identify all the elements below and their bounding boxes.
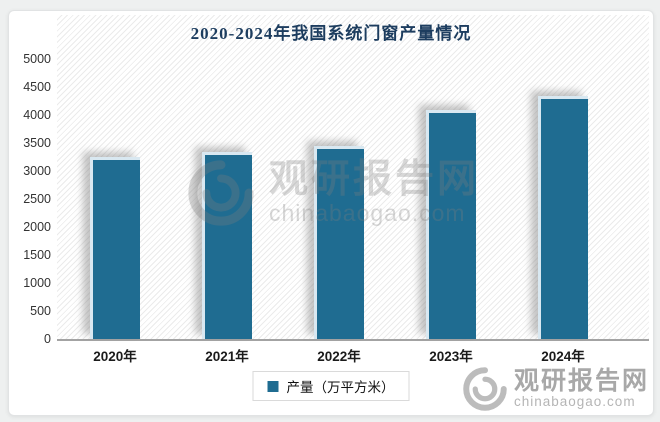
y-axis-tick-label: 2000 <box>23 220 51 234</box>
watermark-corner: 观研报告网 chinabaogao.com <box>461 365 649 413</box>
watermark-name: 观研报告网 <box>513 366 649 395</box>
y-axis-tick-label: 1000 <box>23 276 51 290</box>
bar-2024年 <box>538 96 588 339</box>
watermark-domain: chinabaogao.com <box>513 394 636 410</box>
chart-title: 2020-2024年我国系统门窗产量情况 <box>190 24 472 43</box>
y-axis-tick-label: 5000 <box>23 52 51 66</box>
chart-card: 2020-2024年我国系统门窗产量情况 产量（万平方米） 观研报告网 chin… <box>8 10 654 416</box>
legend-label: 产量（万平方米） <box>286 380 395 395</box>
y-axis-tick-label: 500 <box>30 304 51 318</box>
bar-2023年 <box>426 110 476 339</box>
bar-2021年 <box>202 152 252 339</box>
y-axis-tick-label: 4500 <box>23 80 51 94</box>
x-axis-line <box>57 339 649 341</box>
y-axis-tick-label: 3500 <box>23 136 51 150</box>
x-axis-label-2020年: 2020年 <box>93 349 137 364</box>
y-axis-tick-label: 4000 <box>23 108 51 122</box>
legend-marker-icon <box>267 380 279 392</box>
x-axis-label-2022年: 2022年 <box>317 349 361 364</box>
y-axis-tick-label: 2500 <box>23 192 51 206</box>
y-axis-tick-label: 3000 <box>23 164 51 178</box>
bar-2020年 <box>90 157 140 339</box>
watermark-logo-icon <box>463 367 507 411</box>
x-axis-label-2024年: 2024年 <box>541 349 585 364</box>
x-axis-label-2023年: 2023年 <box>429 349 473 364</box>
legend: 产量（万平方米） <box>252 371 410 401</box>
bar-2022年 <box>314 146 364 339</box>
x-axis-label-2021年: 2021年 <box>205 349 249 364</box>
y-axis-tick-label: 1500 <box>23 248 51 262</box>
y-axis-tick-label: 0 <box>44 332 51 346</box>
